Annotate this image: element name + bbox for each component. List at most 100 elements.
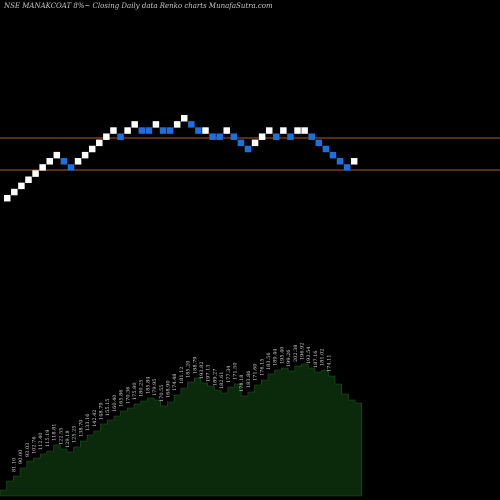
renko-brick — [350, 158, 358, 165]
renko-brick — [81, 151, 89, 159]
renko-brick — [117, 133, 124, 140]
value-label: 175.80 — [132, 383, 138, 401]
value-label: 115.19 — [45, 430, 51, 448]
renko-brick — [152, 121, 160, 128]
renko-brick — [145, 127, 153, 134]
chart-title: NSE MANAKCOAT 8%~ Closing Daily data Ren… — [4, 2, 273, 10]
value-label: 181.02 — [320, 349, 326, 367]
value-label: 93.03 — [25, 443, 31, 457]
value-label: 185.20 — [186, 361, 192, 379]
renko-brick — [322, 145, 330, 153]
value-label: 189.44 — [273, 349, 279, 367]
value-label: 180.25 — [139, 380, 145, 398]
renko-brick — [301, 127, 308, 134]
value-label: 202.38 — [293, 345, 299, 363]
renko-brick — [280, 127, 287, 134]
renko-brick — [25, 176, 32, 183]
renko-brick — [216, 133, 223, 140]
renko-brick — [124, 127, 131, 134]
value-label: 112.40 — [38, 433, 44, 451]
value-label: 197.13 — [206, 365, 212, 383]
renko-brick — [32, 170, 39, 177]
renko-brick — [18, 182, 25, 190]
renko-brick — [103, 133, 110, 140]
value-label: 102.76 — [32, 437, 38, 455]
renko-brick — [138, 127, 146, 134]
renko-brick — [209, 133, 216, 140]
renko-brick — [343, 164, 351, 171]
value-label: 170.55 — [159, 385, 165, 403]
renko-brick — [96, 139, 103, 147]
renko-brick — [294, 127, 301, 134]
value-label: 171.50 — [233, 363, 239, 381]
value-label: 148.79 — [99, 403, 105, 421]
value-label: 122.55 — [58, 428, 64, 446]
value-label: 133.16 — [85, 414, 91, 432]
renko-brick — [11, 188, 18, 196]
renko-brick — [195, 127, 202, 134]
renko-brick — [244, 145, 252, 153]
value-label: 142.42 — [92, 410, 98, 428]
renko-brick — [273, 133, 280, 140]
value-label: 178.18 — [239, 375, 245, 393]
renko-brick — [166, 127, 174, 134]
renko-brick — [53, 151, 61, 159]
value-label: 189.27 — [212, 369, 218, 387]
renko-brick — [88, 145, 96, 153]
value-label: 196.92 — [300, 343, 306, 361]
value-label: 171.60 — [253, 364, 259, 382]
value-label: 183.86 — [246, 371, 252, 389]
volume-area-fill — [0, 363, 363, 497]
value-label: 81.10 — [11, 458, 17, 472]
renko-brick — [74, 158, 82, 165]
renko-brick — [181, 115, 188, 122]
value-label: 183.56 — [266, 353, 272, 371]
renko-brick — [188, 121, 195, 128]
renko-brick — [258, 133, 266, 140]
reference-lines — [0, 137, 500, 171]
value-label: 170.36 — [125, 387, 131, 405]
renko-brick — [287, 133, 294, 140]
renko-brick — [67, 164, 75, 171]
value-label: 193.54 — [306, 347, 312, 365]
renko-brick — [336, 158, 344, 165]
value-label: 129.18 — [65, 431, 71, 449]
value-label: 177.34 — [226, 366, 232, 384]
renko-brick — [230, 133, 238, 140]
renko-brick — [39, 164, 46, 171]
renko-brick — [237, 139, 245, 147]
value-label: 160.40 — [112, 395, 118, 413]
value-label: 199.26 — [286, 350, 292, 368]
value-label: 90.00 — [18, 450, 24, 464]
renko-brick — [60, 158, 68, 165]
renko-brick — [173, 121, 181, 128]
renko-brick — [251, 139, 259, 147]
volume-area — [0, 363, 363, 497]
value-label: 187.16 — [313, 351, 319, 369]
renko-brick — [223, 127, 230, 134]
renko-brick — [202, 127, 209, 134]
value-label: 195.40 — [279, 347, 285, 365]
value-label: 188.79 — [192, 357, 198, 375]
value-label: 193.82 — [199, 362, 205, 380]
value-label: 181.12 — [179, 367, 185, 385]
value-label: 165.86 — [119, 390, 125, 408]
value-label: 138.70 — [78, 420, 84, 438]
renko-brick — [308, 133, 315, 140]
renko-bricks — [4, 115, 358, 202]
value-label: 185.84 — [145, 377, 151, 395]
value-label: 118.81 — [52, 424, 58, 442]
value-label: 174.48 — [172, 374, 178, 392]
value-label: 155.15 — [105, 399, 111, 417]
value-label: 168.90 — [166, 381, 172, 399]
renko-brick — [110, 127, 117, 134]
value-label: 182.61 — [219, 372, 225, 390]
renko-brick — [159, 127, 167, 134]
value-label: 174.11 — [326, 355, 332, 373]
renko-brick — [315, 139, 323, 147]
renko-brick — [131, 121, 138, 128]
value-label: 176.15 — [259, 359, 265, 377]
value-label: 179.95 — [152, 379, 158, 397]
